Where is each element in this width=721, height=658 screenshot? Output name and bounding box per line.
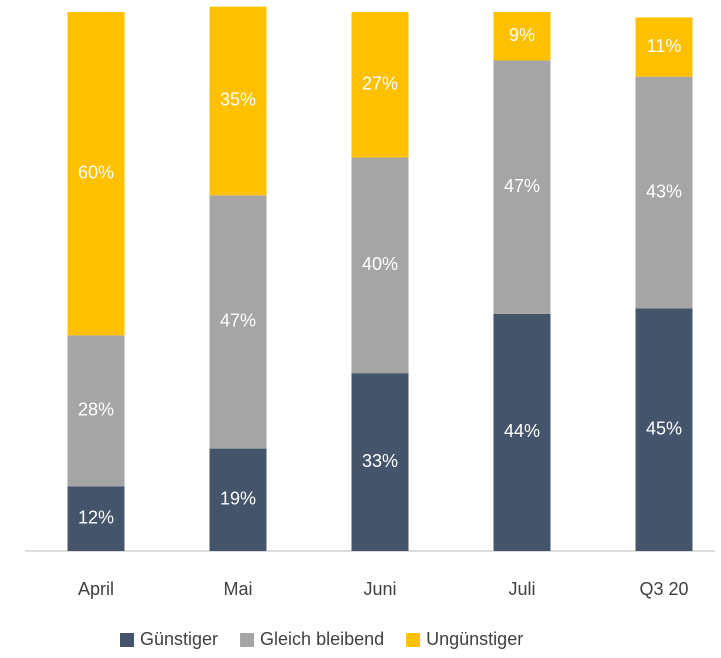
value-label: 11%: [647, 36, 682, 56]
bar-segment: [351, 157, 409, 374]
legend-label: Ungünstiger: [426, 629, 523, 649]
bar-segment: [209, 448, 267, 551]
legend-label: Gleich bleibend: [260, 629, 384, 649]
value-label: 12%: [78, 507, 114, 527]
x-tick-label: Mai: [223, 579, 252, 599]
value-label: 19%: [220, 489, 256, 509]
bar-segment: [67, 12, 125, 336]
bar-segment: [493, 313, 551, 551]
value-label: 40%: [362, 254, 398, 274]
value-label: 47%: [504, 176, 540, 196]
value-label: 35%: [220, 90, 256, 110]
bar-segment: [635, 76, 693, 309]
value-label: 28%: [78, 400, 114, 420]
legend-swatch: [120, 633, 134, 647]
bar-segment: [351, 373, 409, 551]
x-tick-label: Juli: [508, 579, 535, 599]
bar-segment: [635, 17, 693, 77]
legend-swatch: [406, 633, 421, 647]
value-label: 27%: [362, 74, 398, 94]
bar-segment: [209, 195, 267, 449]
bar-segment: [493, 12, 551, 61]
value-label: 43%: [646, 181, 682, 201]
legend-label: Günstiger: [140, 629, 218, 649]
bar-segment: [351, 12, 409, 158]
x-tick-label: Juni: [363, 579, 396, 599]
value-label: 45%: [646, 418, 682, 438]
bar-segment: [635, 308, 693, 551]
bar-segment: [67, 335, 125, 487]
bar-segment: [209, 6, 267, 196]
legend-swatch: [240, 633, 255, 647]
x-tick-label: Q3 20: [639, 579, 688, 599]
value-label: 33%: [362, 451, 398, 471]
value-label: 47%: [220, 311, 256, 331]
x-tick-label: April: [78, 579, 114, 599]
bar-segment: [493, 60, 551, 314]
value-label: 9%: [509, 25, 535, 45]
value-label: 44%: [504, 421, 540, 441]
bar-segment: [67, 486, 125, 551]
value-label: 60%: [78, 162, 114, 182]
